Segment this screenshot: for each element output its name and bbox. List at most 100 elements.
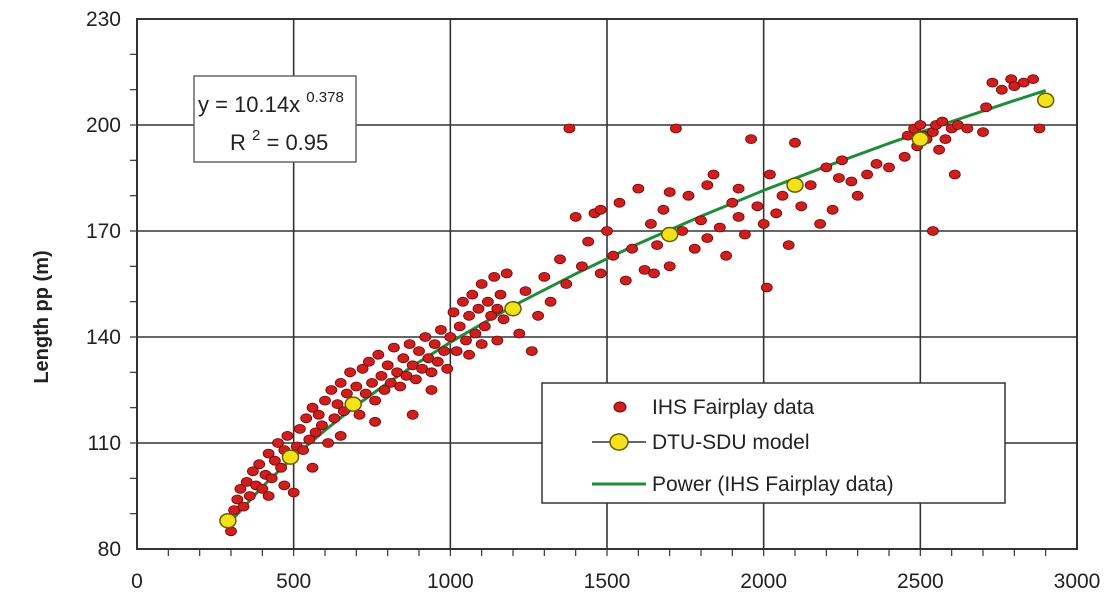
ihs-data-point — [340, 388, 353, 399]
ihs-data-point — [344, 367, 357, 378]
y-tick-label: 80 — [98, 538, 121, 561]
ihs-data-point — [845, 176, 858, 187]
ihs-data-point — [491, 335, 504, 346]
ihs-data-point — [425, 367, 438, 378]
ihs-data-point — [898, 151, 911, 162]
ihs-data-point — [306, 402, 319, 413]
r-squared-text: R 2 = 0.95 — [230, 120, 328, 155]
dtu-sdu-model-point — [911, 131, 930, 147]
ihs-data-point — [293, 423, 306, 434]
ihs-data-point — [447, 307, 460, 318]
ihs-data-point — [594, 204, 607, 215]
ihs-data-point — [413, 346, 425, 357]
ihs-data-point — [961, 123, 974, 134]
ihs-data-point — [670, 123, 682, 134]
ihs-data-point — [256, 483, 269, 494]
dtu-sdu-model-point — [281, 449, 300, 465]
ihs-data-point — [764, 169, 776, 180]
ihs-data-point — [814, 218, 826, 229]
ihs-data-point — [732, 183, 745, 194]
ihs-data-point — [403, 339, 416, 350]
ihs-data-point — [319, 395, 331, 406]
ihs-data-point — [563, 123, 576, 134]
dtu-sdu-model-point — [660, 226, 679, 243]
dtu-sdu-model-point — [344, 396, 362, 412]
ihs-data-point — [281, 430, 294, 441]
ihs-data-point — [237, 501, 250, 512]
ihs-data-point — [378, 385, 391, 395]
equation-box-frame — [193, 75, 357, 163]
ihs-data-point — [582, 236, 595, 247]
ihs-data-point — [732, 211, 745, 222]
ihs-data-point — [262, 491, 275, 501]
ihs-data-point — [833, 173, 845, 183]
ihs-data-point — [707, 169, 720, 180]
ihs-data-point — [939, 134, 952, 145]
ihs-data-point — [948, 169, 961, 180]
ihs-data-point — [682, 190, 695, 201]
ihs-data-point — [789, 137, 801, 148]
ihs-data-point — [243, 491, 256, 501]
ihs-data-point — [651, 240, 663, 251]
ihs-data-point — [594, 268, 607, 279]
ihs-data-point — [425, 385, 438, 395]
r-squared-suffix: = 0.95 — [266, 130, 328, 155]
r-squared-exponent: 2 — [252, 127, 260, 144]
ihs-data-point — [431, 356, 444, 367]
legend-label-ihs-fairplay-data: IHS Fairplay data — [652, 396, 815, 419]
ihs-data-point — [986, 77, 999, 88]
ihs-data-point — [253, 459, 266, 470]
ihs-data-point — [701, 180, 714, 191]
ihs-data-point — [234, 483, 247, 494]
ihs-data-point — [701, 233, 714, 244]
ihs-data-point — [300, 413, 313, 424]
ihs-data-point — [469, 328, 482, 339]
ihs-data-point — [936, 116, 949, 127]
ihs-data-point — [560, 279, 573, 289]
ihs-data-point — [695, 215, 707, 226]
ihs-data-point — [601, 226, 613, 236]
legend-label-dtu-sdu-model: DTU-SDU model — [652, 431, 810, 454]
ihs-data-point — [475, 339, 488, 350]
ihs-data-point — [657, 204, 670, 215]
legend: IHS Fairplay data DTU-SDU model Power (I… — [541, 382, 1006, 504]
ihs-data-point — [485, 310, 498, 321]
ihs-data-point — [619, 275, 632, 286]
ihs-data-point — [472, 303, 485, 314]
dtu-sdu-model-point — [504, 300, 522, 317]
equation-prefix: y = 10.14x — [198, 92, 300, 117]
ihs-data-point — [688, 243, 701, 254]
ihs-data-point — [246, 466, 259, 477]
ihs-data-point — [726, 197, 739, 208]
ihs-data-point — [375, 370, 388, 381]
ihs-data-point — [491, 303, 504, 314]
ihs-data-point — [632, 183, 645, 194]
r-squared-prefix: R — [230, 130, 246, 155]
ihs-data-point — [995, 84, 1008, 95]
ihs-data-point — [444, 332, 457, 342]
ihs-data-point — [648, 268, 660, 279]
y-tick-label: 230 — [86, 8, 121, 31]
ihs-data-point — [525, 346, 538, 357]
ihs-data-point — [475, 279, 488, 289]
ihs-data-point — [268, 455, 281, 466]
y-tick-label: 200 — [86, 114, 121, 137]
ihs-data-point — [334, 430, 347, 441]
equation-text: y = 10.14x 0.378 — [198, 89, 344, 117]
ihs-data-point — [265, 473, 278, 484]
ihs-data-point — [494, 289, 507, 300]
ihs-data-point — [569, 211, 582, 222]
equation-box: y = 10.14x 0.378 R 2 = 0.95 — [193, 75, 357, 163]
ihs-data-point — [776, 190, 789, 201]
ihs-data-point — [1027, 74, 1039, 84]
ihs-data-point — [513, 328, 526, 339]
y-tick-label: 140 — [86, 326, 121, 349]
ihs-data-point — [456, 296, 469, 307]
ihs-data-point — [322, 438, 335, 448]
x-tick-label: 2000 — [740, 570, 787, 593]
axes-layer: 0 500 1000 1500 2000 2500 3000 80 110 140 170 200 23… — [86, 8, 1100, 593]
ihs-data-point — [554, 254, 566, 265]
x-tick-label: 0 — [131, 570, 143, 593]
dtu-sdu-model-point — [1036, 92, 1055, 109]
